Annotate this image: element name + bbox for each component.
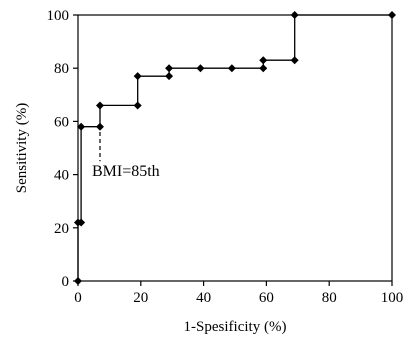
chart-annotations: BMI=85th	[92, 132, 160, 180]
data-point	[388, 11, 396, 19]
data-point	[77, 122, 86, 131]
annotation-label: BMI=85th	[92, 163, 160, 180]
data-point	[95, 101, 104, 110]
data-point	[95, 122, 104, 131]
y-tick-label: 40	[54, 168, 69, 184]
y-axis-label: Sensitivity (%)	[14, 103, 30, 193]
data-point	[74, 277, 82, 285]
x-axis-label: 1-Spesificity (%)	[184, 319, 287, 335]
data-point	[165, 64, 174, 73]
y-tick-label: 100	[47, 8, 70, 24]
data-point	[227, 64, 236, 73]
x-tick-label: 20	[133, 290, 148, 306]
data-point	[290, 56, 299, 65]
plot-frame	[77, 14, 393, 282]
data-point	[77, 218, 86, 227]
chart-axes	[77, 14, 393, 282]
chart-markers	[74, 11, 396, 285]
data-point	[196, 64, 205, 73]
data-point	[165, 72, 174, 81]
chart-series	[77, 14, 392, 281]
y-tick-label: 20	[54, 221, 69, 237]
data-point	[133, 72, 142, 81]
y-tick-label: 60	[54, 114, 69, 130]
x-tick-label: 100	[381, 290, 404, 306]
data-point	[259, 56, 268, 65]
y-tick-label: 0	[62, 274, 70, 290]
x-tick-label: 0	[74, 290, 82, 306]
x-tick-label: 80	[322, 290, 337, 306]
chart-ticks: 0 20 40 60 80 100 0 20 40 60 80 100	[47, 8, 404, 306]
y-tick-label: 80	[54, 61, 69, 77]
series-line	[77, 14, 392, 281]
data-point	[133, 101, 142, 110]
x-tick-label: 40	[196, 290, 211, 306]
x-tick-label: 60	[259, 290, 274, 306]
data-point	[259, 64, 268, 73]
data-point	[290, 11, 299, 19]
